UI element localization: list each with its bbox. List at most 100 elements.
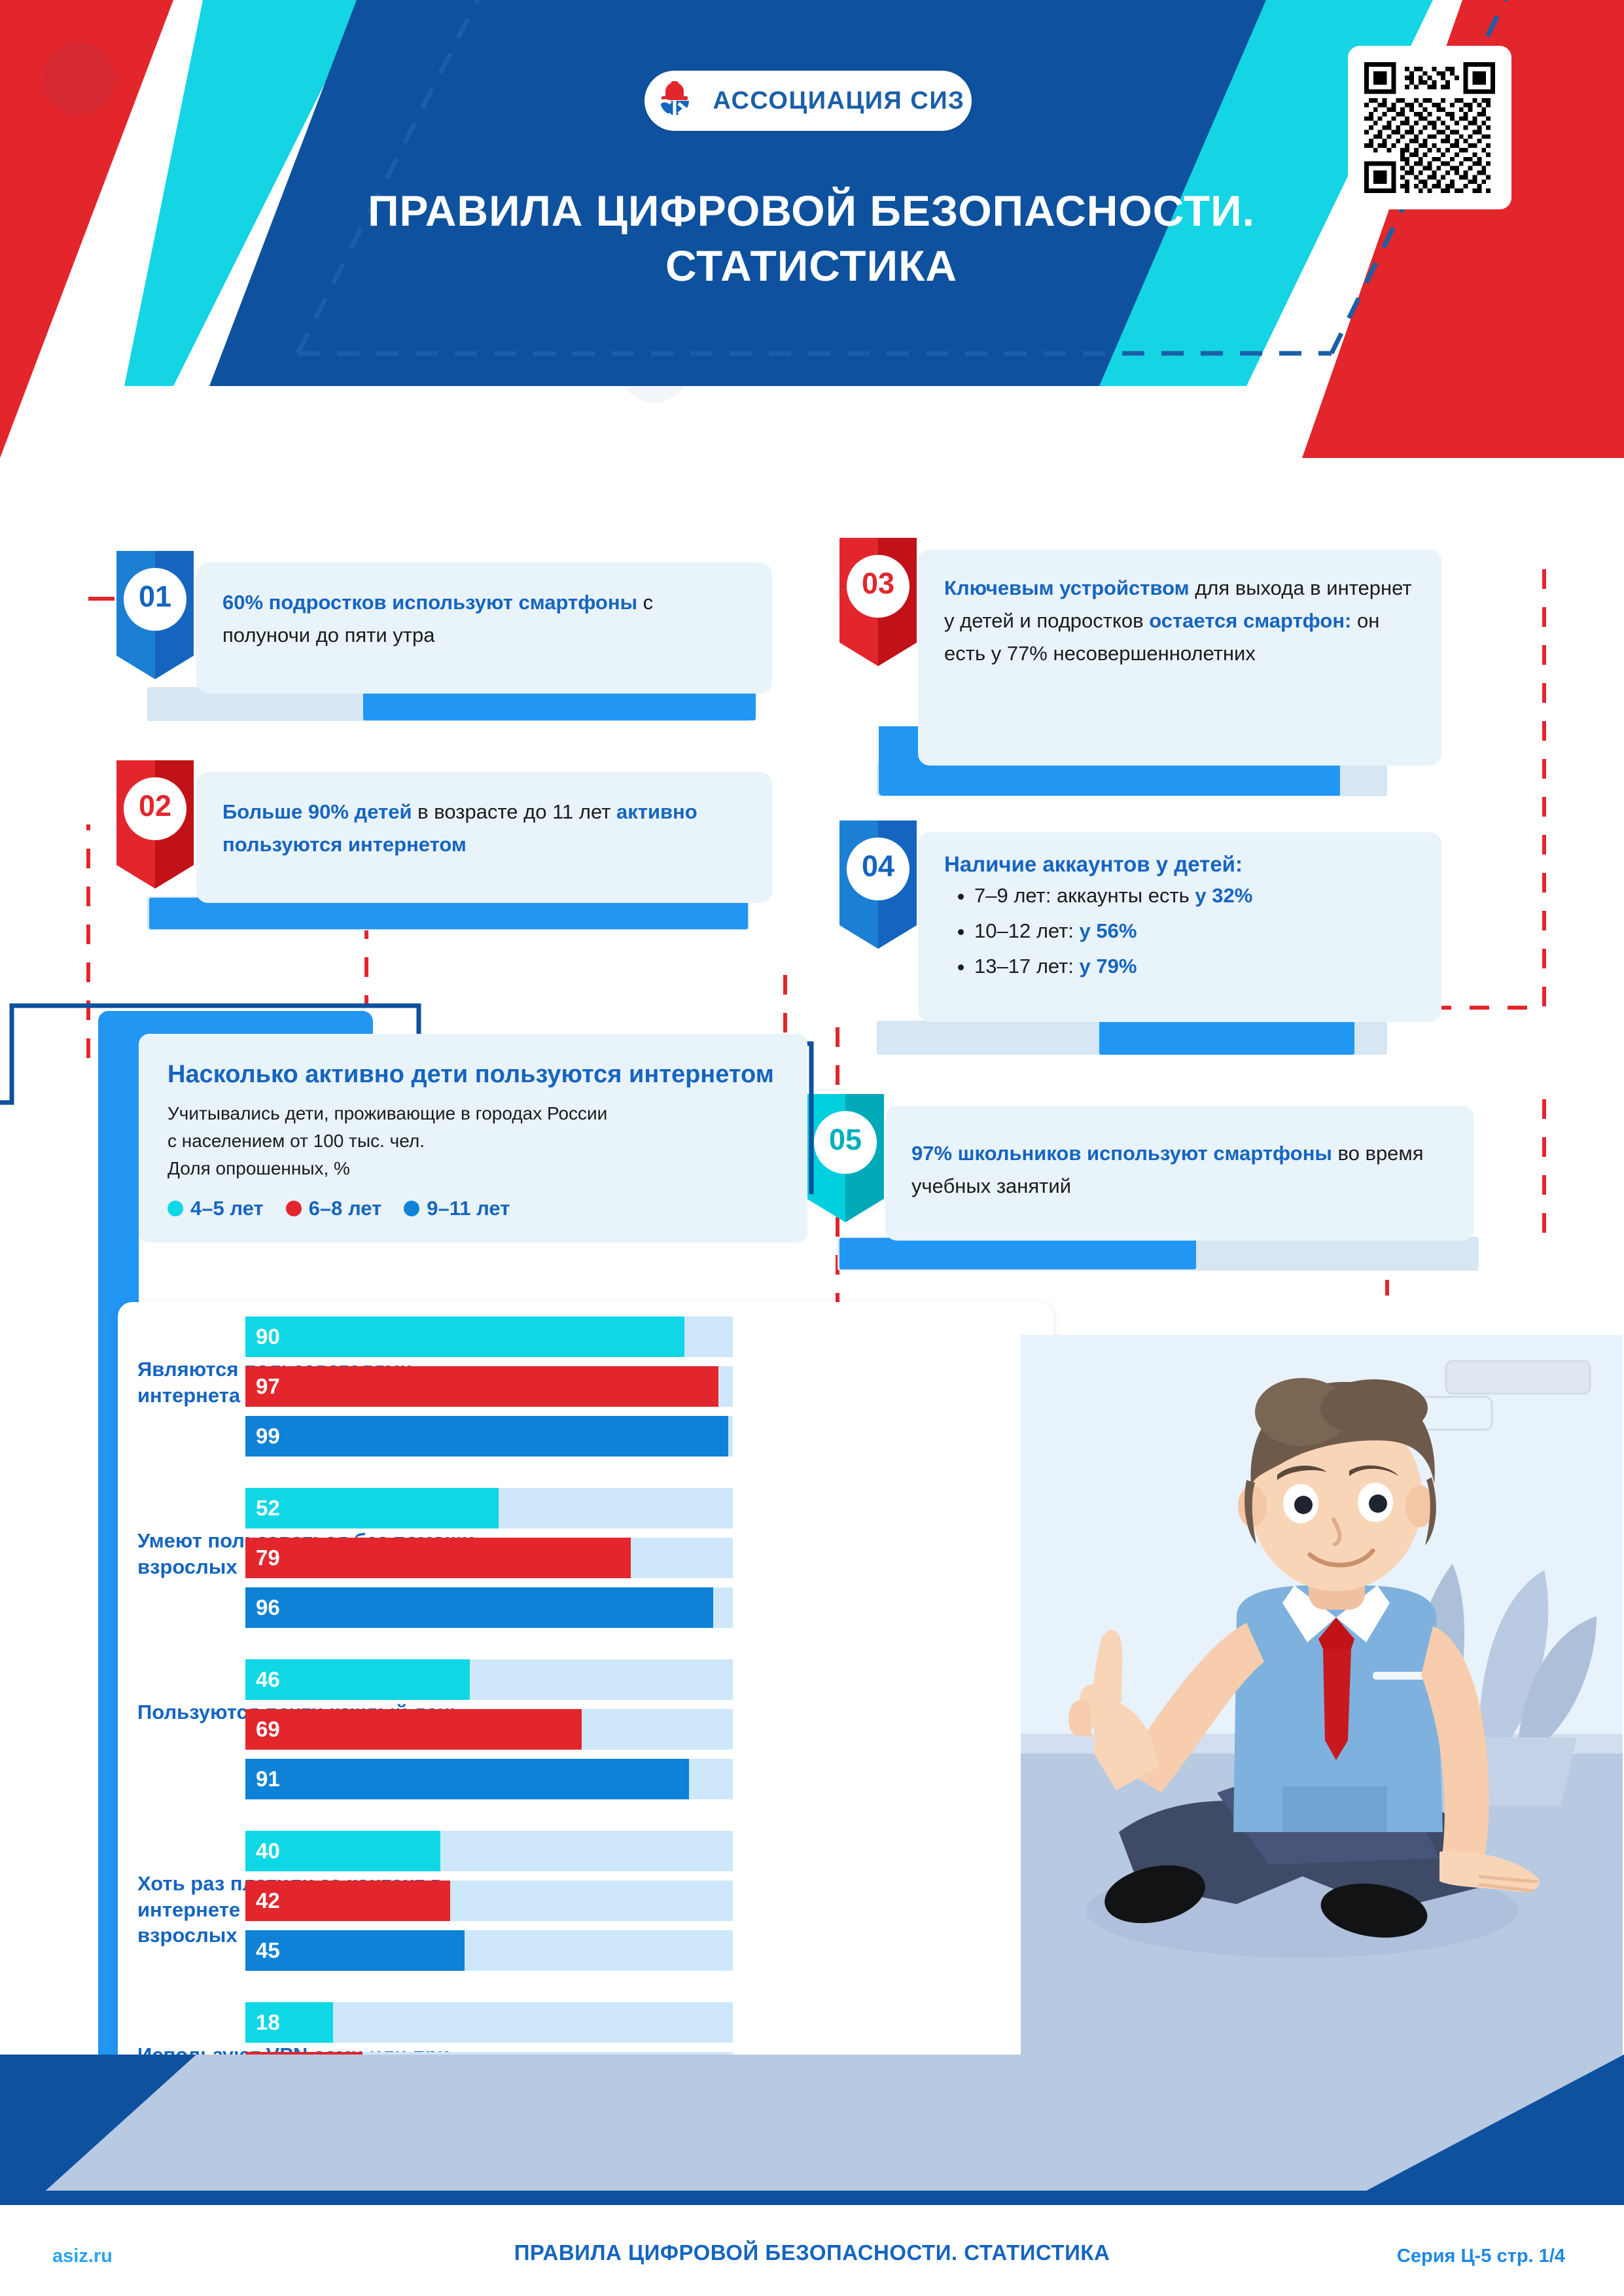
chart-header: Насколько активно дети пользуются интерн…: [139, 1034, 807, 1243]
legend-label: 6–8 лет: [308, 1197, 382, 1220]
chart-title: Насколько активно дети пользуются интерн…: [168, 1061, 774, 1088]
card-02-text: Больше 90% детей в возрасте до 11 лет ак…: [222, 800, 697, 857]
page-title: ПРАВИЛА ЦИФРОВОЙ БЕЗОПАСНОСТИ. СТАТИСТИК…: [301, 183, 1322, 294]
chart-subtitle-1: Учитывались дети, проживающие в городах …: [168, 1103, 608, 1124]
list-item: 7–9 лет: аккаунты есть у 32%: [974, 879, 1415, 912]
bottom-decoration: [0, 2055, 1624, 2212]
bar-fill: 79: [245, 1538, 631, 1578]
bar-fill: 91: [245, 1759, 689, 1799]
bar-row: 90: [245, 1316, 733, 1357]
footer-series: Серия Ц-5 стр. 1/4: [1396, 2246, 1565, 2267]
card-04-number: 04: [861, 849, 895, 883]
card-01-body: 60% подростков используют смартфоны с по…: [196, 563, 772, 694]
chart-subtitle-3: Доля опрошенных, %: [168, 1158, 350, 1179]
bar-fill: 90: [245, 1316, 684, 1357]
legend-label: 4–5 лет: [190, 1197, 264, 1220]
red-stripe-right: [1302, 0, 1624, 458]
page-footer: asiz.ru ПРАВИЛА ЦИФРОВОЙ БЕЗОПАСНОСТИ. С…: [0, 2212, 1624, 2296]
card-04-list: 7–9 лет: аккаунты есть у 32%10–12 лет: у…: [944, 879, 1415, 983]
dashed-bracket-right: [1329, 0, 1508, 355]
footer-site-link[interactable]: asiz.ru: [52, 2246, 113, 2267]
legend-item-1: 6–8 лет: [285, 1197, 382, 1220]
bar-value-label: 99: [256, 1424, 280, 1448]
bar-fill: 40: [245, 1831, 440, 1871]
legend-dot-icon: [168, 1201, 183, 1217]
chart-group: Умеют пользоваться без помощи взрослых52…: [118, 1488, 1053, 1628]
bar-value-label: 46: [256, 1667, 280, 1691]
page-title-line1: ПРАВИЛА ЦИФРОВОЙ БЕЗОПАСНОСТИ.: [368, 186, 1255, 235]
bar-row: 52: [245, 1488, 733, 1528]
badge-ribbon-05: [807, 1094, 884, 1222]
bar-fill: 52: [245, 1488, 499, 1528]
qr-code-icon: [1364, 62, 1495, 193]
card-04-accent: [1099, 1021, 1354, 1055]
bar-value-label: 42: [256, 1888, 280, 1913]
legend-item-2: 9–11 лет: [404, 1197, 510, 1220]
card-01-text: 60% подростков используют смартфоны с по…: [222, 591, 654, 647]
bar-fill: 97: [245, 1366, 718, 1407]
card-05-number: 05: [828, 1123, 862, 1156]
qr-code-box[interactable]: [1348, 46, 1511, 209]
footer-title: ПРАВИЛА ЦИФРОВОЙ БЕЗОПАСНОСТИ. СТАТИСТИК…: [514, 2240, 1110, 2265]
bar-row: 79: [245, 1538, 733, 1578]
chart-group: Пользуются почти каждый день466991: [118, 1659, 1053, 1799]
card-02-body: Больше 90% детей в возрасте до 11 лет ак…: [196, 772, 772, 903]
chart-plot-area: Являются пользователями интернета909799У…: [118, 1302, 1053, 2097]
chart-legend: 4–5 лет 6–8 лет 9–11 лет: [168, 1197, 779, 1220]
legend-item-0: 4–5 лет: [168, 1197, 264, 1220]
bar-row: 18: [245, 2002, 733, 2043]
card-04-body: Наличие аккаунтов у детей: 7–9 лет: акка…: [918, 832, 1441, 1022]
header-blue-panel: [209, 0, 1292, 386]
bar-fill: 99: [245, 1416, 728, 1457]
card-03-body: Ключевым устройством для выхода в интерн…: [918, 550, 1441, 766]
dashed-bracket-left: [295, 0, 480, 355]
bar-value-label: 18: [256, 2010, 280, 2034]
sitting-boy-illustration: [1021, 1335, 1623, 2107]
chart-group: Хоть раз платили за контент в интернете …: [118, 1831, 1053, 1971]
bar-row: 40: [245, 1831, 733, 1871]
legend-dot-icon: [285, 1201, 302, 1217]
bar-fill: 42: [245, 1881, 450, 1921]
dash-02-bracket: [86, 824, 787, 1069]
bar-value-label: 96: [256, 1595, 280, 1619]
bar-row: 69: [245, 1709, 733, 1750]
bar-row: 42: [245, 1881, 733, 1921]
card-04-title: Наличие аккаунтов у детей:: [944, 852, 1243, 876]
bar-row: 46: [245, 1659, 733, 1700]
bar-fill: 96: [245, 1587, 713, 1628]
legend-label: 9–11 лет: [427, 1197, 510, 1220]
bar-value-label: 91: [256, 1767, 280, 1791]
card-03-text: Ключевым устройством для выхода в интерн…: [944, 576, 1412, 665]
bar-value-label: 40: [256, 1839, 280, 1863]
legend-dot-icon: [404, 1201, 420, 1217]
bar-value-label: 79: [256, 1545, 280, 1570]
bar-fill: 69: [245, 1709, 582, 1750]
bar-value-label: 97: [256, 1374, 280, 1398]
card-01-accent: [363, 690, 756, 720]
logo-label: АССОЦИАЦИЯ СИЗ: [713, 86, 965, 115]
chart-panel-bracket: [0, 1003, 814, 1194]
bar-fill: 46: [245, 1659, 470, 1700]
bar-value-label: 90: [256, 1324, 280, 1349]
chart-subtitle-2: с населением от 100 тыс. чел.: [168, 1131, 425, 1152]
bottom-right-corner: [1358, 2055, 1624, 2195]
card-05-text: 97% школьников используют смартфоны во в…: [911, 1142, 1424, 1198]
card-01-number: 01: [138, 580, 172, 613]
card-02-number: 02: [138, 789, 172, 822]
association-logo-badge[interactable]: АССОЦИАЦИЯ СИЗ: [644, 71, 972, 131]
card-03-number: 03: [861, 567, 895, 600]
list-item: 13–17 лет: у 79%: [974, 950, 1415, 983]
page-title-line2: СТАТИСТИКА: [665, 241, 958, 291]
cyan-stripe-left: [124, 0, 366, 386]
card-05-accent: [839, 1238, 1196, 1269]
list-item: 10–12 лет: у 56%: [974, 915, 1415, 947]
bar-fill: 18: [245, 2002, 333, 2043]
bar-value-label: 52: [256, 1496, 280, 1520]
bar-value-label: 69: [256, 1717, 280, 1741]
bar-row: 45: [245, 1930, 733, 1971]
hardhat-ciz-logo-icon: [656, 81, 690, 118]
bar-row: 97: [245, 1366, 733, 1407]
page-header: АССОЦИАЦИЯ СИЗ ПРАВИЛА ЦИФРОВОЙ БЕЗОПАСН…: [0, 0, 1624, 458]
card-02-accent: [149, 898, 748, 929]
